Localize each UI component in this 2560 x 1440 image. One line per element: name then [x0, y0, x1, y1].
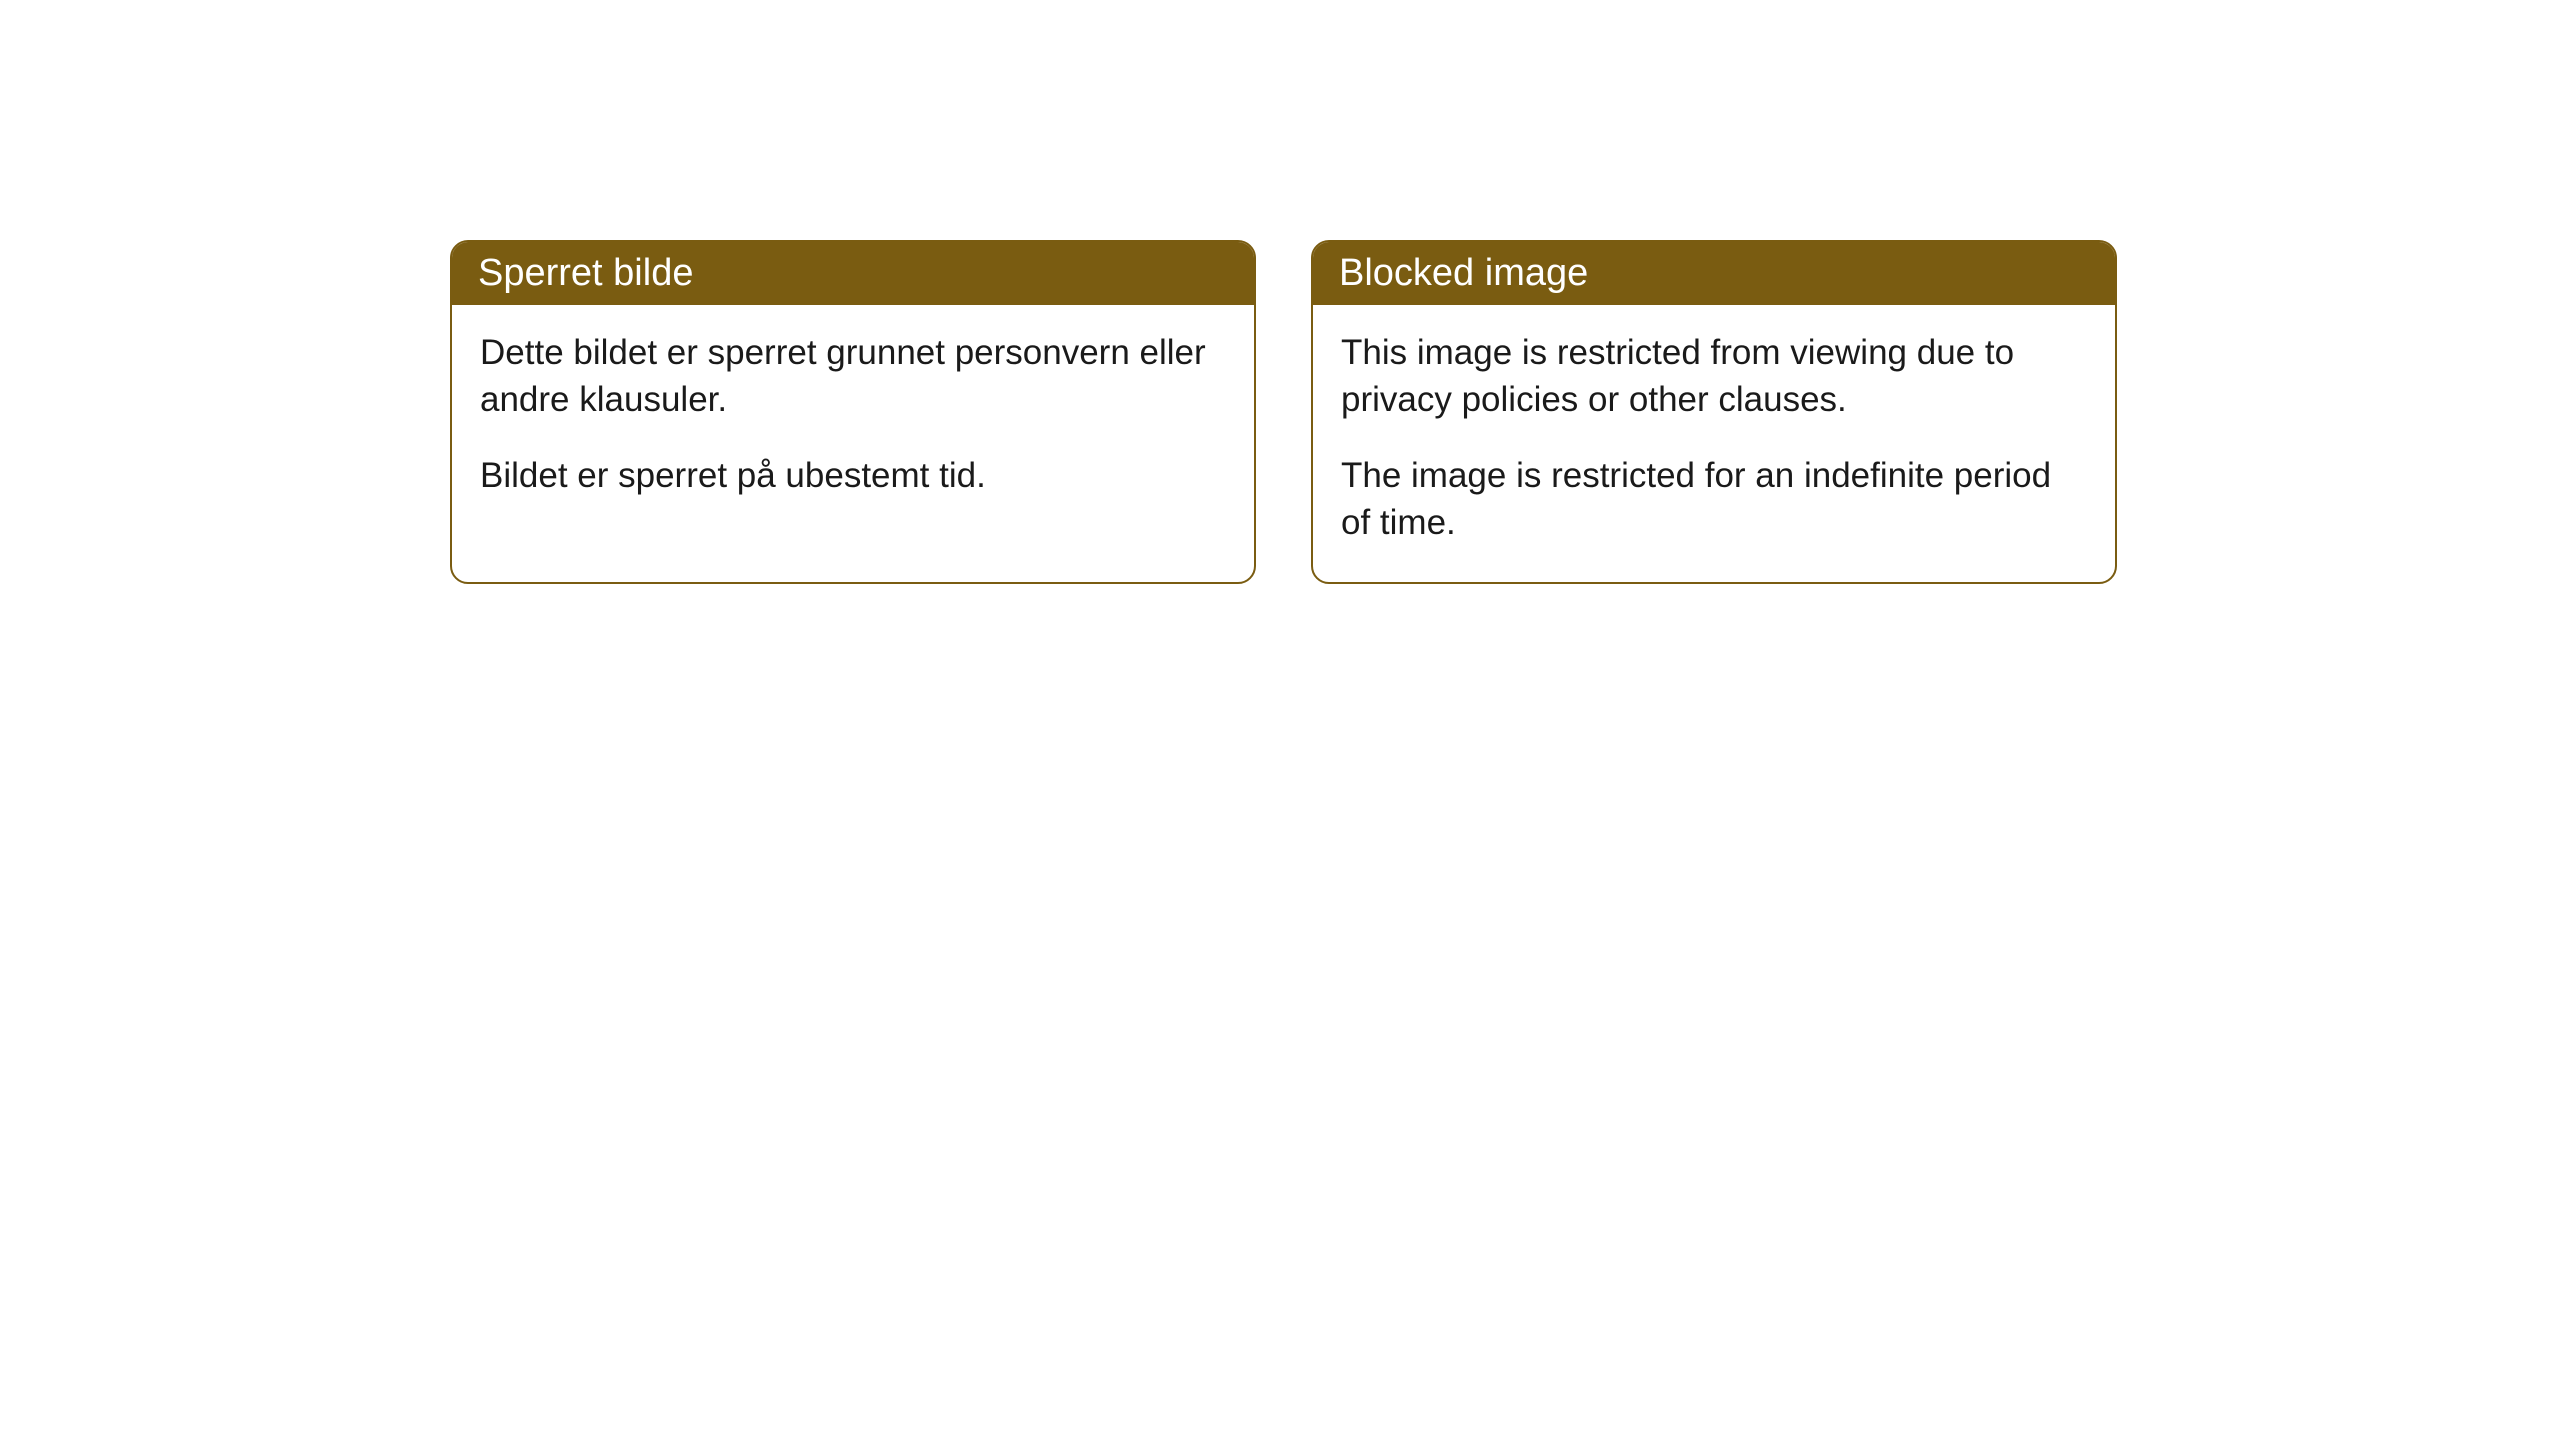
notice-card-container: Sperret bilde Dette bildet er sperret gr… — [450, 240, 2117, 584]
card-paragraph: This image is restricted from viewing du… — [1341, 329, 2087, 424]
card-title-english: Blocked image — [1339, 252, 1588, 294]
card-paragraph: Dette bildet er sperret grunnet personve… — [480, 329, 1226, 424]
card-header-english: Blocked image — [1313, 242, 2115, 305]
blocked-image-card-english: Blocked image This image is restricted f… — [1311, 240, 2117, 584]
card-header-norwegian: Sperret bilde — [452, 242, 1254, 305]
card-paragraph: Bildet er sperret på ubestemt tid. — [480, 452, 1226, 499]
card-body-english: This image is restricted from viewing du… — [1313, 305, 2115, 582]
blocked-image-card-norwegian: Sperret bilde Dette bildet er sperret gr… — [450, 240, 1256, 584]
card-title-norwegian: Sperret bilde — [478, 252, 693, 294]
card-paragraph: The image is restricted for an indefinit… — [1341, 452, 2087, 547]
card-body-norwegian: Dette bildet er sperret grunnet personve… — [452, 305, 1254, 535]
